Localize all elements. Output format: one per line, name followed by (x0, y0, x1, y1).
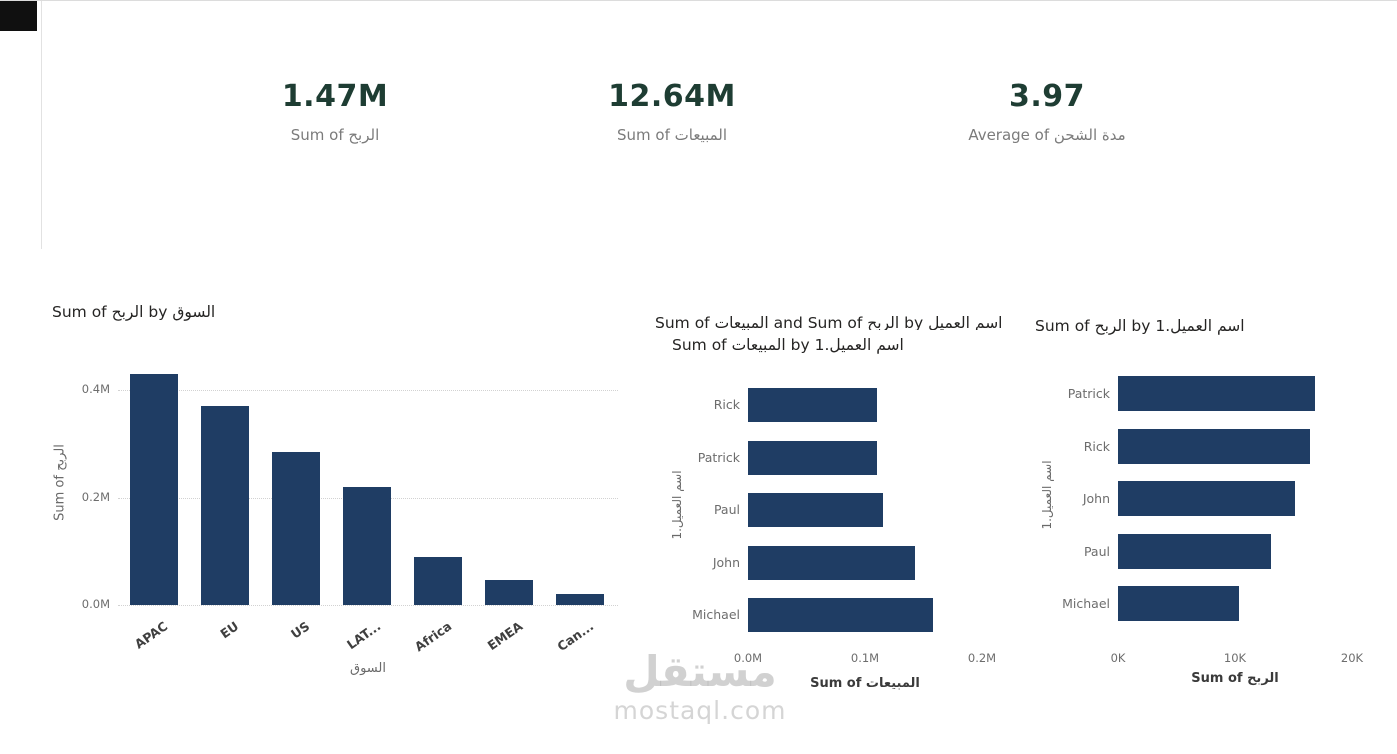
kpi-card-avg-shipping[interactable]: 3.97 Average of مدة الشحن (897, 79, 1197, 144)
x-axis-tick: 10K (1223, 651, 1247, 665)
gridline (118, 390, 618, 391)
y-category-label: John (712, 555, 740, 570)
kpi-card-sum-sales[interactable]: 12.64M Sum of المبيعات (522, 79, 822, 144)
y-category-label: John (1082, 490, 1110, 506)
y-axis-title-profit: Sum of الربح (52, 444, 68, 521)
x-category-label: EU (217, 618, 242, 642)
hidden-chart-legend-dot (649, 372, 659, 382)
y-category-label: Rick (1083, 438, 1110, 454)
bar-Michael[interactable] (748, 598, 933, 632)
y-category-label: Michael (692, 607, 740, 622)
kpi-value: 12.64M (608, 79, 736, 114)
kpi-label: Average of مدة الشحن (968, 126, 1126, 144)
bar-Africa[interactable] (414, 557, 462, 605)
kpi-label: Sum of المبيعات (616, 126, 728, 144)
bar-John[interactable] (1118, 481, 1295, 516)
x-axis-tick: 0.1M (850, 651, 880, 665)
kpi-value: 3.97 (1008, 79, 1086, 114)
x-axis-title-market: السوق (350, 661, 386, 676)
bar-Rick[interactable] (748, 388, 877, 422)
x-axis-tick: 20K (1340, 651, 1364, 665)
bar-John[interactable] (748, 546, 915, 580)
y-category-label: Rick (713, 397, 740, 412)
bar-Patrick[interactable] (1118, 376, 1315, 411)
x-category-label: Can... (554, 618, 597, 655)
kpi-label: Sum of الربح (290, 126, 380, 144)
kpi-value: 1.47M (281, 79, 389, 114)
y-category-label: Patrick (1067, 385, 1110, 401)
bar-Paul[interactable] (1118, 534, 1271, 569)
x-category-label: APAC (131, 618, 171, 652)
y-axis-tick: 0.2M (81, 490, 110, 504)
x-category-label: EMEA (484, 618, 526, 654)
bar-EMEA[interactable] (485, 580, 533, 605)
bar-Michael[interactable] (1118, 586, 1239, 621)
y-category-label: Patrick (697, 450, 740, 465)
chart-title-sales-by-customer: Sum of المبيعات by اسم العميل.1 (672, 336, 904, 354)
y-category-label: Paul (713, 502, 740, 517)
x-axis-tick: 0K (1110, 651, 1126, 665)
top-left-corner-block (0, 1, 37, 31)
bar-Paul[interactable] (748, 493, 883, 527)
bar-APAC[interactable] (130, 374, 178, 605)
kpi-card-sum-profit[interactable]: 1.47M Sum of الربح (185, 79, 485, 144)
bar-Patrick[interactable] (748, 441, 877, 475)
x-axis-tick: 0.2M (967, 651, 997, 665)
bar-US[interactable] (272, 452, 320, 605)
y-axis-tick: 0.0M (81, 597, 110, 611)
chart-title-profit-by-customer: Sum of الربح by اسم العميل.1 (1035, 317, 1245, 335)
y-category-label: Michael (1062, 595, 1110, 611)
chart-title-profit-by-market: Sum of الربح by السوق (52, 303, 216, 321)
left-divider-line (41, 1, 42, 249)
x-axis-tick: 0.0M (733, 651, 763, 665)
bar-Rick[interactable] (1118, 429, 1310, 464)
gridline (118, 605, 618, 606)
y-axis-tick: 0.4M (81, 382, 110, 396)
bar-EU[interactable] (201, 406, 249, 605)
x-axis-title-sum-profit: Sum of الربح (1191, 671, 1279, 686)
y-category-label: Paul (1083, 543, 1110, 559)
bar-Can...[interactable] (556, 594, 604, 605)
bar-LAT...[interactable] (343, 487, 391, 605)
x-axis-title-sum-sales: Sum of المبيعات (810, 676, 920, 691)
hidden-chart-title: Sum of المبيعات and Sum of الربح by اسم … (655, 314, 1003, 332)
